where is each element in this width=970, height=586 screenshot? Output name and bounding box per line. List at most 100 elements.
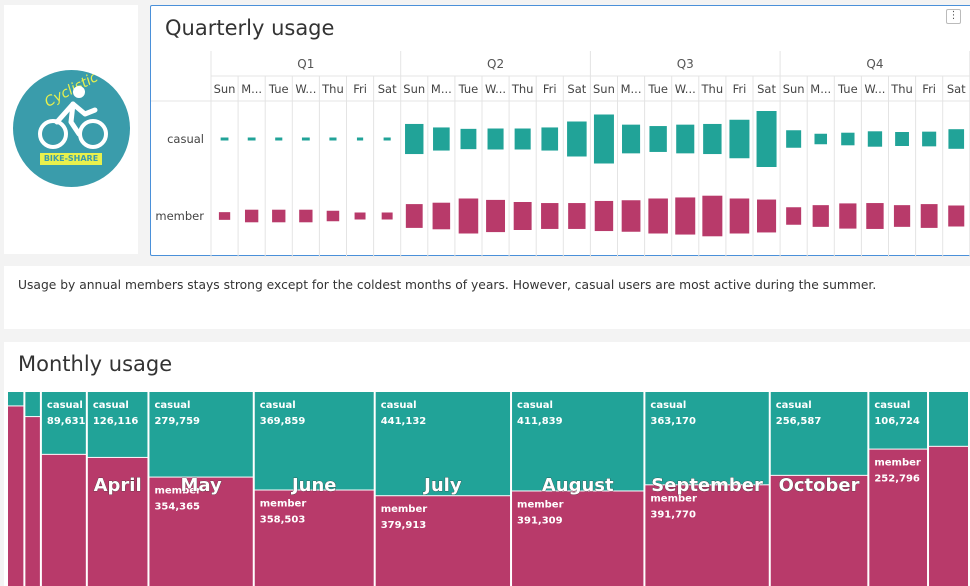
day-label: M... xyxy=(241,82,262,96)
heatmap-cell-casual xyxy=(729,119,750,159)
row-label-member: member xyxy=(155,209,204,223)
heatmap-cell-member xyxy=(405,204,423,228)
heatmap-cell-casual xyxy=(814,133,828,145)
member-block xyxy=(929,446,968,586)
casual-series-label: casual xyxy=(517,400,553,411)
quarter-label: Q3 xyxy=(677,57,694,71)
heatmap-cell-casual xyxy=(649,126,667,152)
month-column xyxy=(929,392,968,586)
casual-series-label: casual xyxy=(650,400,686,411)
heatmap-cell-casual xyxy=(622,124,641,154)
heatmap-cell-casual xyxy=(786,130,802,148)
heatmap-cell-member xyxy=(839,203,857,229)
cyclistic-logo: Cyclistic BIKE-SHARE xyxy=(13,70,130,187)
member-block xyxy=(375,496,511,586)
heatmap-cell-member xyxy=(354,212,366,220)
day-label: Tue xyxy=(647,82,668,96)
heatmap-cell-casual xyxy=(703,123,722,155)
member-block xyxy=(512,491,644,586)
month-name-label: June xyxy=(290,475,337,496)
heatmap-cell-casual xyxy=(867,131,883,147)
month-column-september: casual 363,170 member 391,770 September xyxy=(645,392,769,586)
day-label: Sat xyxy=(947,82,966,96)
casual-block xyxy=(149,392,253,477)
heatmap-cell-casual xyxy=(460,128,477,150)
heatmap-cell-casual xyxy=(329,137,337,141)
row-label-casual: casual xyxy=(167,132,204,146)
quarter-label: Q2 xyxy=(487,57,504,71)
month-name-label: August xyxy=(542,475,614,496)
member-block xyxy=(149,477,253,586)
month-column: casual 89,631 xyxy=(41,392,86,586)
heatmap-cell-member xyxy=(893,205,911,227)
logo-card: Cyclistic BIKE-SHARE xyxy=(4,5,138,254)
heatmap-cell-member xyxy=(702,195,723,237)
more-options-icon[interactable]: ⋮ xyxy=(946,9,961,24)
day-label: M... xyxy=(621,82,642,96)
casual-block xyxy=(87,392,148,457)
day-label: W... xyxy=(485,82,506,96)
member-value-label: 252,796 xyxy=(874,474,920,485)
casual-series-label: casual xyxy=(47,400,83,411)
casual-block xyxy=(770,392,868,475)
heatmap-cell-member xyxy=(648,198,668,234)
member-block xyxy=(770,475,868,586)
heatmap-cell-casual xyxy=(676,124,695,154)
day-label: W... xyxy=(675,82,696,96)
casual-block xyxy=(869,392,928,449)
heatmap-cell-member xyxy=(486,199,506,233)
heatmap-cell-casual xyxy=(220,137,229,141)
member-block xyxy=(87,457,148,586)
casual-block xyxy=(645,392,769,485)
day-label: Thu xyxy=(890,82,913,96)
heatmap-cell-member xyxy=(866,203,884,229)
monthly-usage-card: Monthly usage casual 89,631 casual 126,116 A… xyxy=(4,342,970,586)
heatmap-cell-casual xyxy=(301,137,310,141)
month-name-label: July xyxy=(422,475,462,496)
logo-brand-bottom: BIKE-SHARE xyxy=(40,153,102,165)
heatmap-cell-casual xyxy=(922,131,937,147)
month-column: casual 106,724 member 252,796 xyxy=(869,392,928,586)
heatmap-cell-member xyxy=(948,205,965,227)
casual-block xyxy=(929,392,968,446)
member-value-label: 391,309 xyxy=(517,515,563,526)
insight-note-text: Usage by annual members stays strong exc… xyxy=(18,278,877,292)
heatmap-cell-casual xyxy=(756,111,777,167)
heatmap-cell-member xyxy=(594,200,614,232)
heatmap-cell-member xyxy=(920,204,938,228)
day-label: Thu xyxy=(701,82,724,96)
quarterly-usage-title: Quarterly usage xyxy=(165,16,335,40)
month-name-label: April xyxy=(94,475,142,496)
casual-series-label: casual xyxy=(260,400,296,411)
month-column-april: casual 126,116 April xyxy=(87,392,148,586)
heatmap-cell-casual xyxy=(895,132,909,146)
day-label: Tue xyxy=(458,82,479,96)
heatmap-cell-casual xyxy=(275,137,283,141)
casual-block xyxy=(375,392,511,496)
heatmap-cell-casual xyxy=(383,137,391,141)
day-label: Fri xyxy=(353,82,367,96)
casual-value-label: 369,859 xyxy=(260,416,306,427)
casual-value-label: 441,132 xyxy=(381,416,427,427)
heatmap-cell-casual xyxy=(841,132,855,146)
member-block xyxy=(254,490,374,586)
day-label: Fri xyxy=(543,82,557,96)
member-series-label: member xyxy=(260,499,307,510)
day-label: Sun xyxy=(783,82,805,96)
casual-value-label: 363,170 xyxy=(650,416,696,427)
heatmap-cell-member xyxy=(272,209,286,223)
casual-value-label: 106,724 xyxy=(874,416,920,427)
bike-rider-icon xyxy=(38,86,108,149)
heatmap-cell-member xyxy=(432,202,451,230)
heatmap-cell-casual xyxy=(405,123,424,155)
heatmap-cell-casual xyxy=(567,121,587,157)
member-series-label: member xyxy=(650,493,697,504)
casual-block xyxy=(8,392,24,406)
member-value-label: 354,365 xyxy=(154,502,200,513)
heatmap-cell-casual xyxy=(487,128,504,150)
heatmap-cell-member xyxy=(621,200,641,232)
heatmap-cell-member xyxy=(244,209,259,223)
heatmap-cell-member xyxy=(812,205,829,227)
heatmap-cell-member xyxy=(729,198,750,234)
day-label: Sun xyxy=(403,82,425,96)
